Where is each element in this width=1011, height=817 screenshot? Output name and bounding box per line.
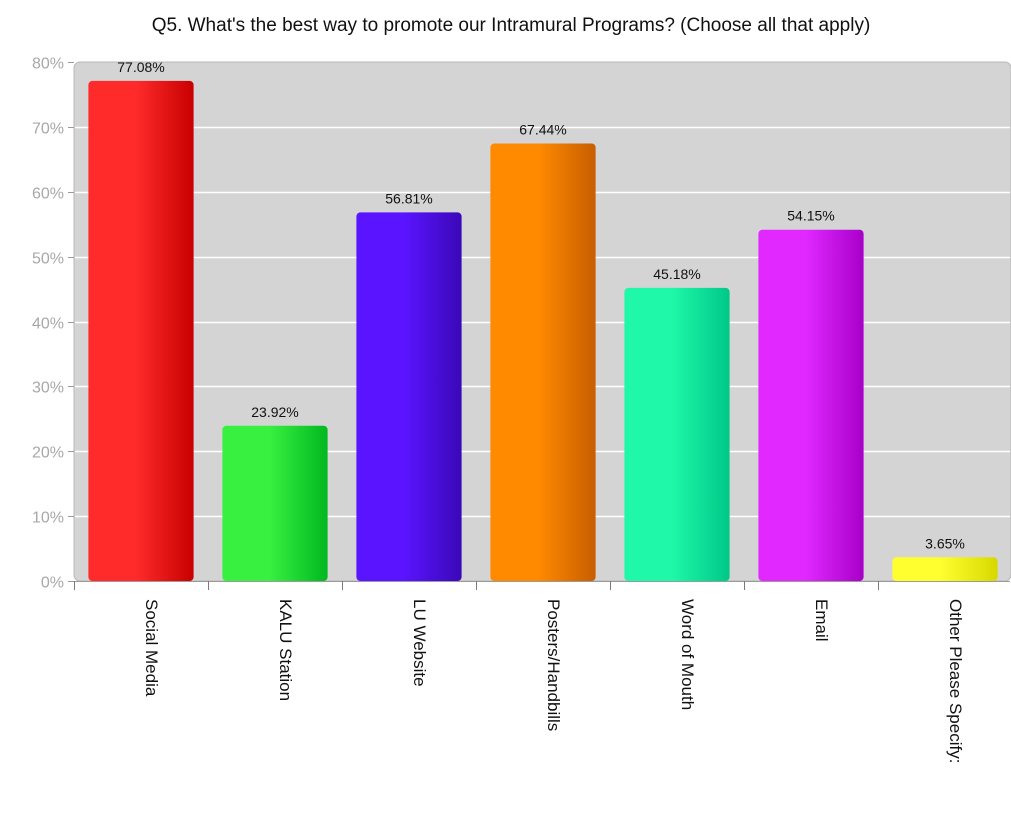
x-tick-label: LU Website <box>410 599 429 687</box>
data-label: 77.08% <box>117 59 164 75</box>
data-label: 67.44% <box>519 122 566 138</box>
data-label: 54.15% <box>787 208 834 224</box>
y-tick-label: 20% <box>32 445 64 462</box>
y-tick-label: 30% <box>32 380 64 397</box>
bar-lu-website <box>356 212 462 581</box>
labels-group: 77.08% Social Media 23.92% KALU Station 56.8… <box>117 59 965 764</box>
bar-email <box>758 229 864 581</box>
y-tick-label: 70% <box>32 121 64 138</box>
x-tick-label: Email <box>812 599 831 642</box>
bar-posters-handbills <box>490 143 596 581</box>
bar-other-please-specify <box>892 557 998 581</box>
x-tick-label: KALU Station <box>276 599 295 701</box>
bar-word-of-mouth <box>624 287 730 581</box>
x-tick-label: Word of Mouth <box>678 599 697 710</box>
x-tick-label: Other Please Specify: <box>946 599 965 763</box>
y-tick-label: 80% <box>32 56 64 73</box>
chart-title: Q5. What's the best way to promote our I… <box>152 15 871 36</box>
bar-social-media <box>88 80 194 582</box>
y-tick-label: 10% <box>32 510 64 527</box>
x-tick-label: Social Media <box>142 599 161 697</box>
bars-group <box>88 80 998 582</box>
data-label: 3.65% <box>925 535 965 551</box>
y-tick-label: 0% <box>41 575 64 592</box>
bar-kalu-station <box>222 425 328 581</box>
y-tick-label: 50% <box>32 251 64 268</box>
x-tick-label: Posters/Handbills <box>544 599 563 731</box>
data-label: 45.18% <box>653 266 700 282</box>
data-label: 23.92% <box>251 404 298 420</box>
y-tick-label: 40% <box>32 316 64 333</box>
data-label: 56.81% <box>385 190 432 206</box>
y-tick-label: 60% <box>32 186 64 203</box>
